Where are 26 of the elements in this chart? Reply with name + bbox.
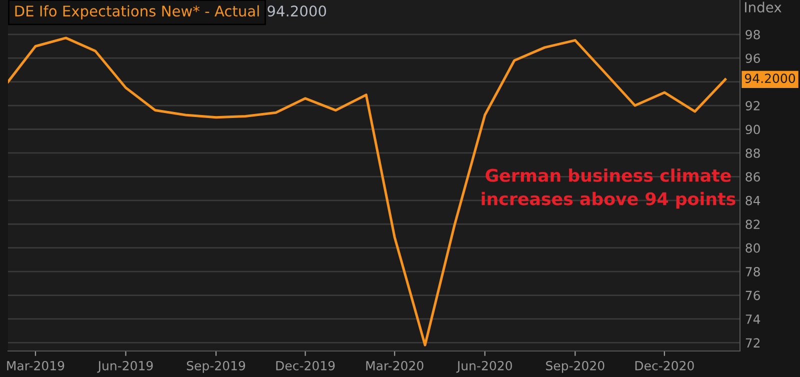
- x-tick-label: Dec-2020: [635, 360, 694, 370]
- y-tick-label: 78: [746, 267, 760, 276]
- y-tick-label: 72: [746, 338, 760, 348]
- y-tick-label: 84: [746, 196, 760, 206]
- y-tick-label: 76: [746, 290, 760, 300]
- y-tick-label: 96: [746, 54, 760, 64]
- y-tick-label: 80: [746, 243, 760, 253]
- y-tick-label: 98: [746, 30, 760, 40]
- y-tick-label: 86: [746, 172, 760, 182]
- x-tick-label: Mar-2020: [366, 360, 424, 370]
- y-tick-label: 82: [746, 220, 760, 230]
- y-tick-label: 74: [746, 314, 760, 324]
- x-tick-label: Jun-2019: [97, 360, 153, 373]
- annotation: German business climate increases above 94 points: [482, 168, 736, 209]
- x-tick-label: Mar-2019: [7, 360, 64, 370]
- x-tick-label: Sep-2019: [186, 360, 246, 373]
- x-tick-label: Jun-2020: [456, 360, 512, 373]
- y-tick-label: 88: [746, 148, 760, 158]
- data-label: 94.2000: [744, 74, 796, 84]
- y-tick-label: 92: [746, 101, 760, 110]
- x-tick-label: Dec-2019: [276, 360, 335, 370]
- chart-title: DE Ifo Expectations New* - Actual: [15, 5, 259, 20]
- x-tick-label: Sep-2020: [546, 360, 604, 373]
- y-axis-title: Index: [745, 2, 782, 13]
- chart-subtitle: 94.2000: [268, 6, 326, 17]
- y-tick-label: 90: [746, 124, 760, 134]
